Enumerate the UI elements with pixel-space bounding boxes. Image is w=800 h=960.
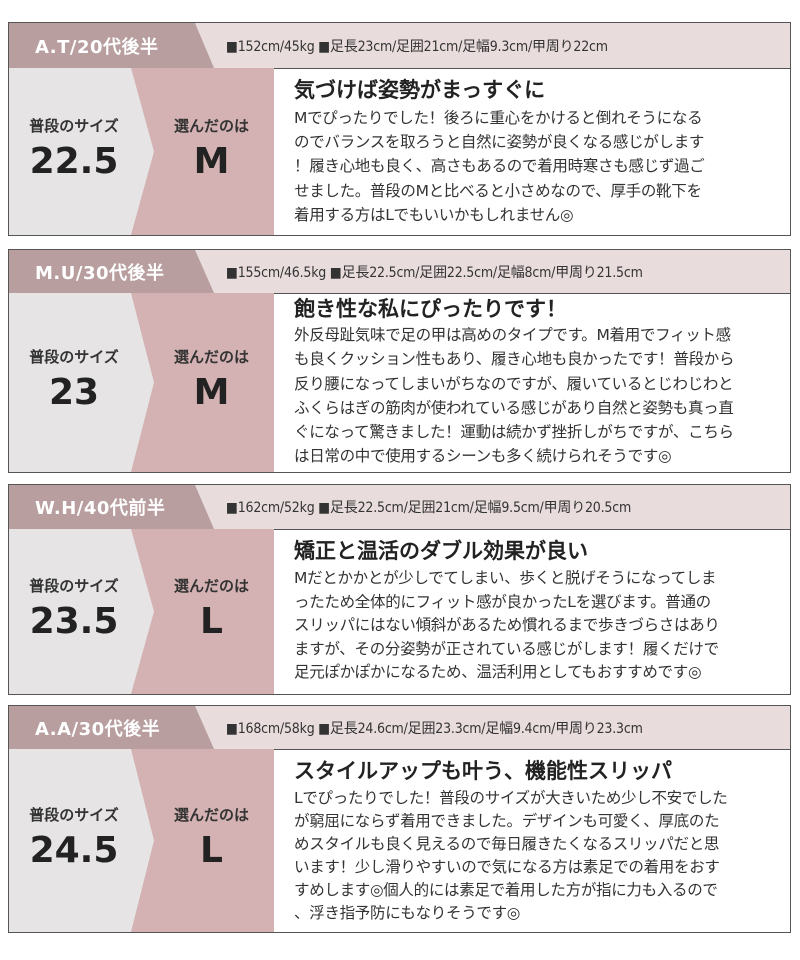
review-text-line: います！少し滑りやすいので気になる方は素足での着用をおす	[294, 858, 720, 876]
review-text-line: ますが、その分姿勢が正されている感じがします！履くだけで	[294, 639, 719, 658]
usual-size-label: 普段のサイズ	[29, 805, 119, 824]
review-text-line: 足元ぽかぽかになるため、温活利用としてもおすすめです◎	[294, 663, 702, 682]
review-text-line: Mでぴったりでした！後ろに重心をかけると倒れそうになる	[294, 109, 703, 127]
reviewer-name: M.U/30代後半	[9, 250, 214, 293]
chosen-size-value: M	[193, 371, 230, 413]
review-text-line: 着用する方はLでもいいかもしれません◎	[294, 205, 574, 224]
review-text-line: 反り腰になってしまいがちなのですが、履いているとじわじわと	[294, 374, 734, 393]
reviewer-stats: ■152cm/45kg ■足長23cm/足囲21cm/足幅9.3cm/甲周り22…	[226, 38, 608, 55]
review-card: W.H/40代前半 ■162cm/52kg ■足長22.5cm/足囲21cm/足…	[8, 484, 791, 695]
review-text-line: Lでぴったりでした！普段のサイズが大きいため少し不安でした	[294, 789, 728, 807]
reviewer-stats: ■155cm/46.5kg ■足長22.5cm/足囲22.5cm/足幅8cm/甲…	[226, 264, 643, 281]
usual-size-value: 24.5	[29, 829, 119, 871]
usual-size-label: 普段のサイズ	[29, 116, 119, 135]
reviewer-header: A.A/30代後半 ■168cm/58kg ■足長24.6cm/足囲23.3cm…	[9, 706, 790, 750]
review-text-line: ぐになって驚きました！運動は続かず挫折しがちですが、こちら	[294, 423, 734, 442]
usual-size-panel	[9, 68, 154, 235]
review-title: スタイルアップも叶う、機能性スリッパ	[294, 759, 672, 783]
review-title: 気づけば姿勢がまっすぐに	[294, 78, 546, 102]
chosen-size-value: L	[200, 829, 223, 871]
reviewer-header: M.U/30代後半 ■155cm/46.5kg ■足長22.5cm/足囲22.5…	[9, 250, 790, 294]
review-text-line: ったため全体的にフィット感が良かったLを選びます。普通の	[294, 592, 711, 611]
review-text-line: スリッパにはない傾斜があるため慣れるまで歩きづらさはあり	[294, 616, 720, 635]
reviewer-name: W.H/40代前半	[9, 485, 214, 529]
review-text-line: 外反母趾気味で足の甲は高めのタイプです。M着用でフィット感	[294, 326, 731, 344]
review-text-line: せました。普段のMと比べると小さめなので、厚手の靴下を	[294, 181, 702, 200]
review-text-line: すめします◎個人的には素足で着用した方が指に力も入るので	[294, 881, 718, 899]
usual-size-label: 普段のサイズ	[29, 576, 119, 595]
reviewer-stats: ■168cm/58kg ■足長24.6cm/足囲23.3cm/足幅9.4cm/甲…	[226, 720, 643, 737]
reviewer-header: A.T/20代後半 ■152cm/45kg ■足長23cm/足囲21cm/足幅9…	[9, 23, 790, 69]
review-text-line: めスタイルも良く見えるので毎日履きたくなるスリッパだと思	[294, 835, 720, 853]
review-text-line: ふくらはぎの筋肉が使われている感じがあり自然と姿勢も真っ直	[294, 398, 734, 417]
reviewer-header: W.H/40代前半 ■162cm/52kg ■足長22.5cm/足囲21cm/足…	[9, 485, 790, 530]
usual-size-value: 22.5	[29, 140, 119, 182]
review-title: 飽き性な私にぴったりです！	[294, 297, 567, 321]
usual-size-panel	[9, 749, 154, 932]
review-text-line: が窮屈にならず着用できました。デザインも可愛く、厚底のた	[294, 812, 720, 830]
chosen-size-label: 選んだのは	[173, 116, 249, 135]
usual-size-panel	[9, 293, 154, 472]
chosen-size-label: 選んだのは	[173, 347, 249, 366]
usual-size-panel	[9, 529, 154, 694]
review-card: A.A/30代後半 ■168cm/58kg ■足長24.6cm/足囲23.3cm…	[8, 705, 791, 933]
chosen-size-value: M	[193, 140, 230, 182]
review-card: M.U/30代後半 ■155cm/46.5kg ■足長22.5cm/足囲22.5…	[8, 249, 791, 473]
review-text-line: ！履き心地も良く、高さもあるので着用時寒さも感じず過ご	[294, 157, 705, 176]
usual-size-value: 23	[48, 371, 100, 413]
reviewer-stats: ■162cm/52kg ■足長22.5cm/足囲21cm/足幅9.5cm/甲周り…	[226, 500, 632, 516]
reviewer-name: A.T/20代後半	[9, 23, 214, 68]
reviewer-name: A.A/30代後半	[9, 706, 214, 749]
chosen-size-value: L	[200, 600, 223, 642]
review-text-line: Mだとかかとが少しでてしまい、歩くと脱げそうになってしま	[294, 569, 717, 587]
chosen-size-label: 選んだのは	[173, 576, 249, 595]
review-title: 矯正と温活のダブル効果が良い	[294, 539, 588, 563]
review-card: A.T/20代後半 ■152cm/45kg ■足長23cm/足囲21cm/足幅9…	[8, 22, 791, 236]
review-text-line: のでバランスを取ろうと自然に姿勢が良くなる感じがします	[294, 133, 705, 152]
chosen-size-label: 選んだのは	[173, 805, 249, 824]
review-text-line: は日常の中で使用するシーンも多く続けられそうです◎	[294, 447, 672, 466]
review-text-line: も良くクッション性もあり、履き心地も良かったです！普段から	[294, 350, 735, 369]
review-text-line: 、浮き指予防にもなりそうです◎	[294, 904, 521, 922]
usual-size-value: 23.5	[29, 600, 119, 642]
usual-size-label: 普段のサイズ	[29, 347, 119, 366]
